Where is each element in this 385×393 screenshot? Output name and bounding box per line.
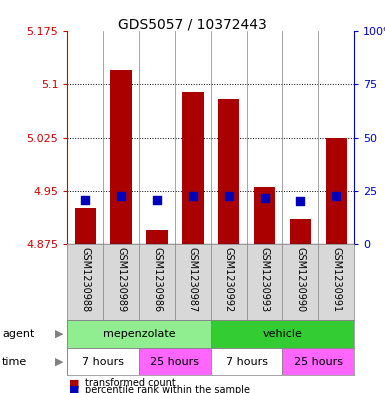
- Point: [297, 197, 303, 204]
- Bar: [182, 92, 204, 244]
- Point: [118, 193, 124, 199]
- Text: GSM1230986: GSM1230986: [152, 248, 162, 312]
- Text: transformed count: transformed count: [85, 378, 176, 388]
- Point: [333, 193, 339, 199]
- Bar: [218, 99, 239, 244]
- Text: ■: ■: [69, 385, 80, 393]
- Bar: [254, 187, 275, 244]
- Text: GSM1230990: GSM1230990: [295, 248, 305, 312]
- Text: time: time: [2, 356, 27, 367]
- Text: 25 hours: 25 hours: [294, 356, 343, 367]
- Bar: [283, 348, 354, 375]
- Text: GSM1230989: GSM1230989: [116, 248, 126, 312]
- Bar: [67, 320, 211, 348]
- Text: GSM1230991: GSM1230991: [331, 248, 341, 312]
- Text: mepenzolate: mepenzolate: [103, 329, 176, 339]
- Text: 7 hours: 7 hours: [226, 356, 268, 367]
- Point: [82, 196, 89, 203]
- Text: vehicle: vehicle: [263, 329, 303, 339]
- Text: GSM1230987: GSM1230987: [188, 248, 198, 313]
- Bar: [75, 208, 96, 244]
- Bar: [67, 348, 139, 375]
- Bar: [139, 348, 211, 375]
- Bar: [325, 138, 347, 244]
- Text: ■: ■: [69, 378, 80, 388]
- Text: GDS5057 / 10372443: GDS5057 / 10372443: [118, 18, 267, 32]
- Point: [261, 195, 268, 201]
- Text: GSM1230992: GSM1230992: [224, 248, 234, 313]
- Bar: [110, 70, 132, 244]
- Text: percentile rank within the sample: percentile rank within the sample: [85, 385, 250, 393]
- Bar: [211, 320, 354, 348]
- Bar: [146, 230, 168, 244]
- Text: agent: agent: [2, 329, 34, 339]
- Text: GSM1230993: GSM1230993: [259, 248, 270, 312]
- Text: GSM1230988: GSM1230988: [80, 248, 90, 312]
- Point: [226, 193, 232, 199]
- Bar: [211, 348, 283, 375]
- Bar: [290, 219, 311, 244]
- Point: [154, 196, 160, 203]
- Text: ▶: ▶: [55, 356, 64, 367]
- Text: ▶: ▶: [55, 329, 64, 339]
- Point: [190, 193, 196, 199]
- Text: 25 hours: 25 hours: [151, 356, 199, 367]
- Text: 7 hours: 7 hours: [82, 356, 124, 367]
